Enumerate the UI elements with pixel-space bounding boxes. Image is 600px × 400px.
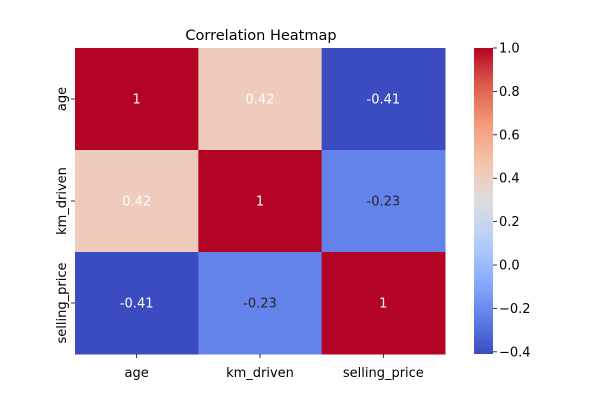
x-tick-label: km_driven (226, 366, 294, 381)
x-tick-label: age (125, 366, 149, 381)
cell-value-label: 1 (379, 297, 387, 312)
heatmap-cells: 1 0.42 -0.41 0.42 1 -0.23 -0.41 -0.23 1 (75, 48, 446, 355)
heatmap-cell-0-2 (321, 48, 446, 151)
heatmap-cell-1-1 (198, 150, 323, 253)
chart-title: Correlation Heatmap (185, 28, 336, 44)
colorbar-tick-label: 0.6 (499, 128, 520, 143)
y-tick-label: selling_price (55, 263, 70, 344)
cell-value-label: 0.42 (122, 195, 151, 210)
x-axis-ticks: age km_driven selling_price (125, 354, 424, 381)
x-tick-label: selling_price (343, 366, 424, 381)
colorbar-tick-label: 0.8 (499, 85, 520, 100)
cell-value-label: 1 (133, 93, 141, 108)
colorbar-tick-label: 1.0 (499, 42, 520, 57)
y-tick-label: age (55, 87, 70, 111)
cell-value-label: -0.41 (120, 297, 154, 312)
heatmap-cell-1-0 (75, 150, 199, 253)
colorbar-tick-label: −0.2 (499, 302, 531, 317)
cell-value-label: -0.41 (367, 93, 401, 108)
heatmap-cell-2-0 (75, 252, 199, 355)
y-tick-label: km_driven (55, 167, 70, 235)
cell-value-label: -0.23 (367, 195, 401, 210)
cell-value-label: 0.42 (246, 93, 275, 108)
colorbar-ticks: 1.0 0.8 0.6 0.4 0.2 0.0 −0.2 −0.4 (493, 42, 531, 360)
heatmap-cell-2-1 (198, 252, 323, 355)
colorbar-tick-label: 0.2 (499, 215, 520, 230)
cell-value-label: 1 (256, 195, 264, 210)
cell-value-label: -0.23 (243, 297, 277, 312)
colorbar (474, 48, 493, 354)
colorbar-tick-label: 0.0 (499, 259, 520, 274)
heatmap-cell-2-2 (321, 252, 446, 355)
y-axis-ticks: age km_driven selling_price (55, 87, 75, 344)
colorbar-tick-label: −0.4 (499, 345, 531, 360)
colorbar-tick-label: 0.4 (499, 172, 520, 187)
heatmap-cell-0-0 (75, 48, 199, 151)
heatmap-cell-1-2 (321, 150, 446, 253)
heatmap-cell-0-1 (198, 48, 323, 151)
